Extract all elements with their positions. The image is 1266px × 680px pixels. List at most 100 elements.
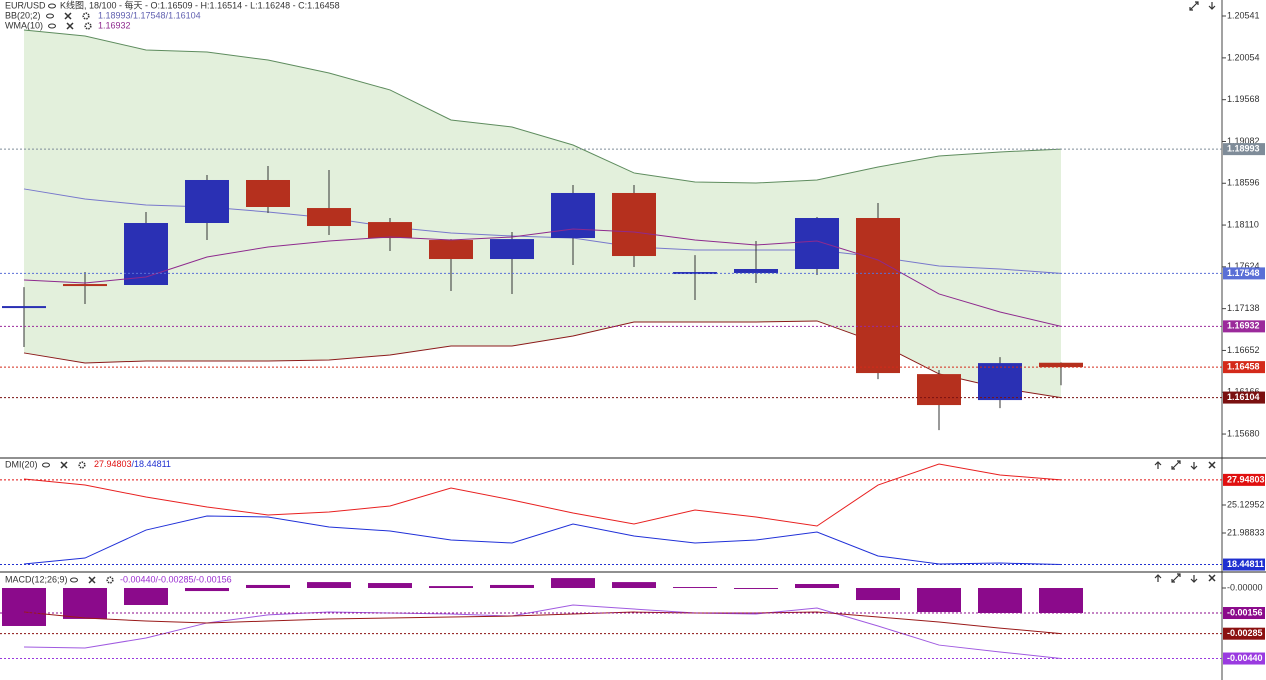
candle-body (429, 240, 473, 260)
tag-box (1223, 267, 1265, 280)
macd-bar (917, 588, 961, 613)
tag-label: 18.44811 (1227, 559, 1264, 569)
expand-icon[interactable] (1171, 573, 1181, 583)
y-tick-label: 1.19568 (1227, 94, 1260, 104)
tag-label: 1.16104 (1227, 392, 1260, 402)
close-icon[interactable] (88, 576, 96, 584)
bb-upper (23, 29, 1062, 184)
eye-icon[interactable] (42, 462, 50, 468)
eye-icon[interactable] (48, 23, 56, 29)
arrow-icon[interactable] (1154, 461, 1162, 469)
tag-label: 1.17548 (1227, 268, 1260, 278)
candle-body (185, 179, 229, 223)
y-tick-label: 1.20054 (1227, 52, 1260, 62)
y-tick-label: 21.98833 (1227, 527, 1265, 537)
tag-box (1223, 627, 1265, 640)
macd-bar (734, 588, 778, 589)
arrow-icon[interactable] (1154, 574, 1162, 582)
wma-legend: 1.16932 (98, 20, 131, 30)
tag-label: -0.00440 (1227, 653, 1263, 663)
candle-body (2, 306, 46, 309)
toolbar-icons (42, 1, 1216, 584)
macd-bar (2, 588, 46, 626)
macd-bar (795, 584, 839, 589)
macd-bar (429, 586, 473, 589)
candle-body (63, 284, 107, 287)
tag-box (1223, 320, 1265, 333)
candle-body (856, 218, 900, 374)
arrow-icon[interactable] (1190, 575, 1198, 583)
tag-label: 1.16932 (1227, 321, 1260, 331)
y-tick-label: 1.16652 (1227, 345, 1260, 355)
macd-bar (63, 588, 107, 619)
y-tick-label: 1.17624 (1227, 261, 1260, 271)
tag-box (1223, 361, 1265, 374)
y-tick-label: 1.15680 (1227, 428, 1260, 438)
candle-body (917, 374, 961, 406)
y-tick-label: 25.12952 (1227, 499, 1265, 509)
macd-bar (673, 587, 717, 589)
macd-bar (490, 584, 534, 589)
macd-bar (307, 582, 351, 589)
settings-icon[interactable] (78, 461, 86, 469)
y-tick-label: 1.17138 (1227, 303, 1260, 313)
tag-label: 1.18993 (1227, 143, 1260, 153)
y-tick-label: 1.20541 (1227, 10, 1260, 20)
close-icon[interactable] (1208, 461, 1216, 469)
tag-label: -0.00285 (1227, 628, 1263, 638)
candle-body (490, 239, 534, 260)
bb-fill (24, 30, 1061, 398)
macd-bar (368, 583, 412, 589)
arrow-icon[interactable] (1208, 2, 1216, 10)
eye-icon[interactable] (46, 13, 54, 19)
close-icon[interactable] (66, 22, 74, 30)
macd-bar (185, 588, 229, 592)
tag-box (1223, 652, 1265, 665)
macd-bar (1039, 588, 1083, 614)
y-tick-label: 1.18110 (1227, 219, 1259, 229)
tag-box (1223, 558, 1265, 571)
eye-icon[interactable] (70, 577, 78, 583)
settings-icon[interactable] (106, 576, 114, 584)
dmi-name: DMI(20) (5, 459, 38, 469)
dmi-line (23, 515, 1062, 566)
dmi-legend: 27.94803/18.44811 (94, 459, 171, 469)
macd-bar (124, 588, 168, 605)
settings-icon[interactable] (84, 22, 92, 30)
close-icon[interactable] (60, 461, 68, 469)
eye-icon[interactable] (48, 3, 56, 9)
macd-bar (856, 588, 900, 601)
wma-name: WMA(10) (5, 20, 43, 30)
candle-body (795, 218, 839, 270)
macd-line (23, 611, 1062, 635)
close-icon[interactable] (1208, 574, 1216, 582)
close-icon[interactable] (64, 12, 72, 20)
y-tick-label: 1.18596 (1227, 178, 1260, 188)
bb-legend: 1.18993/1.17548/1.16104 (98, 10, 201, 20)
candle-body (307, 208, 351, 227)
macd-bar (612, 582, 656, 589)
symbol-title: EUR/USD (5, 0, 46, 10)
candle-body (673, 272, 717, 275)
tag-box (1223, 473, 1265, 486)
y-tick-label: 1.19082 (1227, 136, 1260, 146)
expand-icon[interactable] (1189, 1, 1199, 11)
wma-line (23, 228, 1062, 327)
tag-label: -0.00156 (1227, 607, 1263, 617)
y-tick-label: -0.00000 (1227, 582, 1263, 592)
tag-box (1223, 391, 1265, 404)
candle-body (734, 269, 778, 274)
dmi-plus: 27.94803 (94, 459, 132, 469)
macd-bar (246, 584, 290, 589)
candle-body (368, 222, 412, 239)
arrow-icon[interactable] (1190, 462, 1198, 470)
dmi-line (23, 463, 1062, 527)
macd-bar (978, 588, 1022, 614)
dmi-minus: /18.44811 (132, 459, 171, 469)
settings-icon[interactable] (82, 12, 90, 20)
macd-line (23, 604, 1062, 660)
expand-icon[interactable] (1171, 460, 1181, 470)
candle-body (1039, 362, 1083, 368)
tag-label: 27.94803 (1227, 474, 1265, 484)
